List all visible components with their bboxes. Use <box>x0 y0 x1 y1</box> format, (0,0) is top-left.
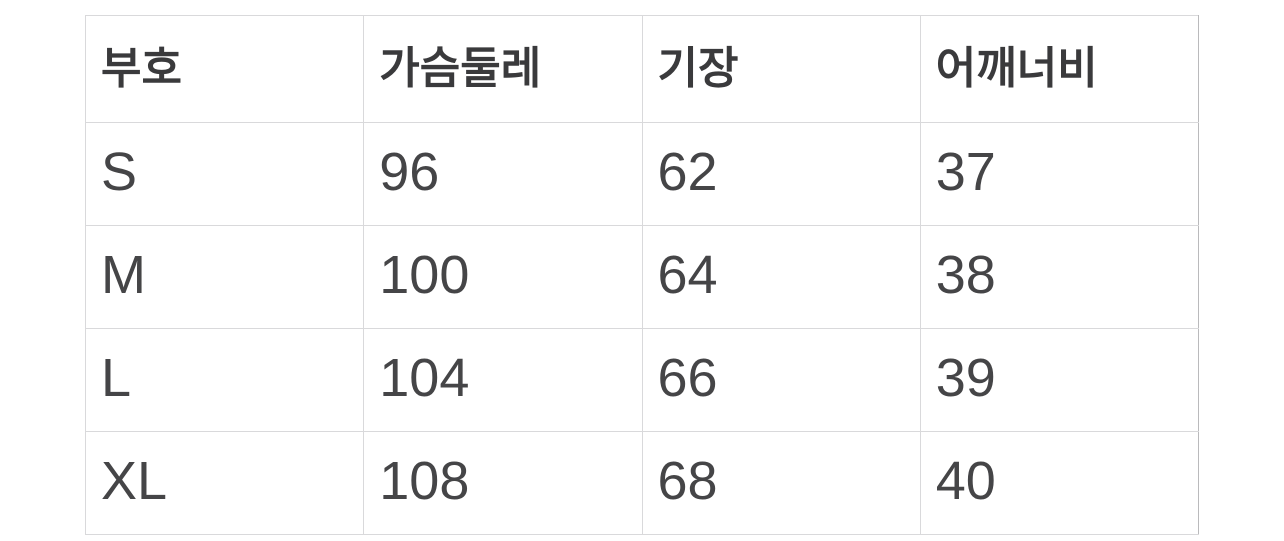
cell-length-value: 64 <box>641 225 921 329</box>
cell-length-value: 68 <box>641 431 921 535</box>
col-header-chest: 가슴둘레 <box>363 15 643 123</box>
cell-chest-value: 104 <box>363 328 643 432</box>
cell-shoulder-value: 39 <box>919 328 1200 432</box>
cell-size-label: L <box>84 328 365 432</box>
col-header-shoulder: 어깨너비 <box>919 15 1200 123</box>
cell-shoulder-value: 37 <box>919 122 1200 226</box>
table-row-s: S 96 62 37 <box>84 122 1200 226</box>
cell-length-value: 62 <box>641 122 921 226</box>
cell-shoulder-value: 40 <box>919 431 1200 535</box>
table-header-row: 부호 가슴둘레 기장 어깨너비 <box>84 15 1200 123</box>
cell-chest-value: 100 <box>363 225 643 329</box>
cell-size-label: M <box>84 225 365 329</box>
col-header-length: 기장 <box>641 15 921 123</box>
table-row-xl: XL 108 68 40 <box>84 431 1200 535</box>
cell-size-label: XL <box>84 431 365 535</box>
cell-chest-value: 108 <box>363 431 643 535</box>
cell-length-value: 66 <box>641 328 921 432</box>
cell-size-label: S <box>84 122 365 226</box>
table-row-m: M 100 64 38 <box>84 225 1200 329</box>
cell-shoulder-value: 38 <box>919 225 1200 329</box>
col-header-size-code: 부호 <box>84 15 365 123</box>
table-row-l: L 104 66 39 <box>84 328 1200 432</box>
cell-chest-value: 96 <box>363 122 643 226</box>
size-chart-table: 부호 가슴둘레 기장 어깨너비 S 96 62 37 M 100 64 38 L… <box>84 15 1200 535</box>
